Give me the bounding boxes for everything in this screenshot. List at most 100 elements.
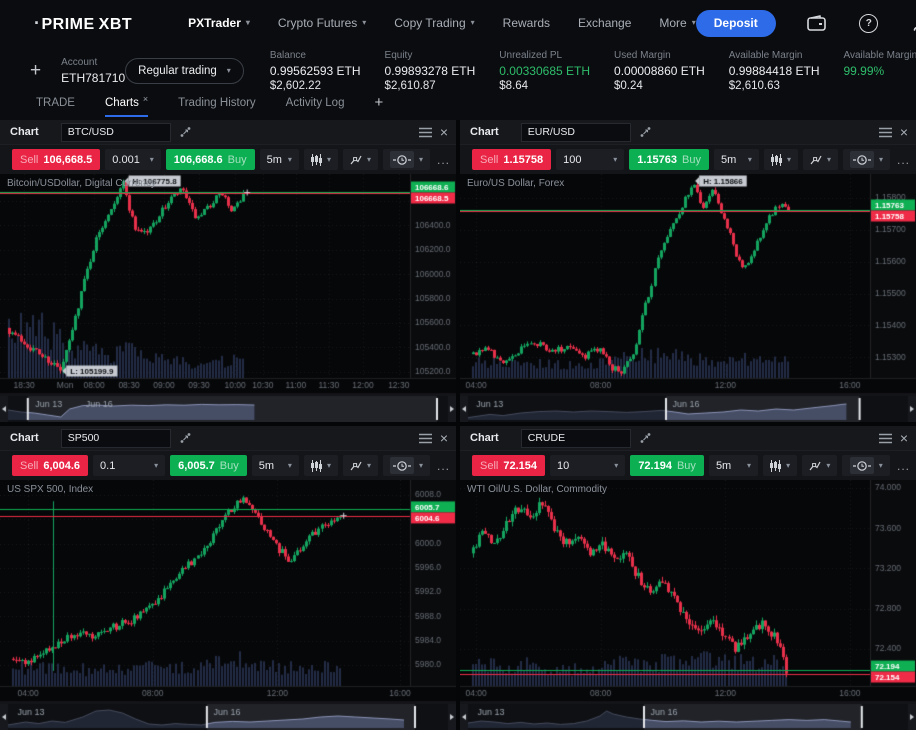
sell-label: Sell (20, 459, 39, 472)
timeframe-select[interactable]: 5m ▾ (259, 149, 299, 170)
quantity-select[interactable]: 10 ▾ (550, 455, 626, 476)
more-tools-button[interactable]: ... (436, 152, 450, 167)
sell-label: Sell (20, 153, 39, 166)
wallet-icon[interactable] (806, 12, 828, 34)
panel-menu-icon[interactable] (418, 433, 432, 444)
add-account-button[interactable]: + (24, 59, 47, 83)
timezone-select[interactable]: ▾ (842, 455, 890, 476)
compare-symbol-icon[interactable] (639, 432, 652, 444)
profile-icon[interactable] (910, 12, 916, 34)
panel-close-icon[interactable]: × (899, 124, 908, 140)
sell-button[interactable]: Sell 1.15758 (472, 149, 552, 170)
price-chart-canvas-btcusd[interactable] (0, 174, 456, 422)
price-chart-canvas-sp500[interactable] (0, 480, 456, 730)
chart-type-select[interactable]: ▾ (763, 149, 798, 170)
panel-toolbar: Sell 72.154 10 ▾ 72.194 Buy 5m ▾ ▾ ▾ ▾ ... (460, 451, 916, 480)
more-tools-button[interactable]: ... (897, 458, 911, 473)
price-chart-canvas-crude[interactable] (460, 480, 916, 730)
buy-button[interactable]: 6,005.7 Buy (170, 455, 247, 476)
add-tab-button[interactable]: + (374, 94, 384, 111)
chart-type-select[interactable]: ▾ (303, 455, 338, 476)
metric-equity: Equity 0.99893278 ETH $2,610.87 (385, 50, 476, 92)
chart-type-select[interactable]: ▾ (762, 455, 798, 476)
compare-symbol-icon[interactable] (639, 126, 652, 138)
metric-label: Used Margin (614, 49, 671, 61)
nav-more[interactable]: More ▾ (659, 16, 695, 30)
nav-pxtrader[interactable]: PXTrader ▾ (188, 16, 250, 30)
price-chart-canvas-eurusd[interactable] (460, 174, 916, 422)
timezone-select[interactable]: ▾ (382, 149, 430, 170)
panel-title: Chart (10, 126, 39, 138)
tab-activity-log[interactable]: Activity Log (285, 97, 345, 109)
quantity-value: 0.1 (100, 459, 116, 472)
panel-menu-icon[interactable] (878, 127, 892, 138)
metric-available-margin-pct: Available Margin, % 99.99% (843, 50, 916, 92)
sell-price: 1.15758 (503, 153, 544, 166)
symbol-input[interactable] (60, 122, 171, 142)
tab-charts[interactable]: Charts × (104, 94, 149, 117)
quantity-select[interactable]: 100 ▾ (556, 149, 625, 170)
tab-trade[interactable]: TRADE (36, 97, 75, 109)
panel-close-icon[interactable]: × (439, 430, 448, 446)
panel-header: Chart × (460, 426, 916, 451)
buy-button[interactable]: 1.15763 Buy (629, 149, 709, 170)
buy-button[interactable]: 106,668.6 Buy (165, 149, 255, 170)
panel-menu-icon[interactable] (878, 433, 892, 444)
tab-trading-history[interactable]: Trading History (178, 97, 256, 109)
deposit-button[interactable]: Deposit (695, 9, 776, 37)
compare-symbol-icon[interactable] (179, 126, 192, 138)
metric-sub: $2,602.22 (269, 79, 321, 92)
indicators-select[interactable]: ▾ (802, 455, 838, 476)
indicator-icon (810, 155, 822, 164)
panel-close-icon[interactable]: × (899, 430, 908, 446)
topbar-right: Deposit ? (695, 9, 916, 37)
close-tab-icon[interactable]: × (142, 94, 149, 104)
quantity-select[interactable]: 0.1 ▾ (93, 455, 166, 476)
nav-copy-trading[interactable]: Copy Trading ▾ (394, 16, 474, 30)
panel-close-icon[interactable]: × (439, 124, 448, 140)
buy-price: 6,005.7 (178, 459, 215, 472)
timeframe-select[interactable]: 5m ▾ (714, 149, 759, 170)
indicators-select[interactable]: ▾ (342, 149, 378, 170)
indicators-select[interactable]: ▾ (802, 149, 838, 170)
account-info[interactable]: Account ETH781710 (61, 57, 125, 85)
sell-button[interactable]: Sell 72.154 (472, 455, 545, 476)
chevron-down-icon: ▾ (287, 154, 292, 164)
nav-exchange[interactable]: Exchange (578, 16, 631, 30)
symbol-input[interactable] (60, 428, 171, 448)
symbol-input[interactable] (520, 428, 631, 448)
main-nav: PXTrader ▾ Crypto Futures ▾ Copy Trading ▾ … (188, 16, 696, 30)
timezone-select[interactable]: ▾ (842, 149, 890, 170)
nav-rewards[interactable]: Rewards (503, 16, 550, 30)
chart-panel-sp500: Chart × Sell 6,004.6 0.1 ▾ 6,005.7 Buy 5m ▾ … (0, 426, 456, 730)
trading-mode-select[interactable]: Regular trading ▾ (125, 57, 244, 84)
timeframe-select[interactable]: 5m ▾ (708, 455, 758, 476)
more-tools-button[interactable]: ... (896, 152, 910, 167)
chart-type-select[interactable]: ▾ (303, 149, 338, 170)
chevron-down-icon: ▾ (245, 18, 250, 27)
timezone-select[interactable]: ▾ (382, 455, 430, 476)
help-icon[interactable]: ? (858, 12, 880, 34)
sell-label: Sell (480, 153, 499, 166)
quantity-value: 10 (557, 459, 570, 472)
more-tools-button[interactable]: ... (436, 458, 450, 473)
indicator-icon (809, 461, 821, 470)
chevron-down-icon: ▾ (470, 18, 475, 27)
primexbt-logo[interactable]: · PRIME XBT (34, 13, 132, 34)
symbol-input[interactable] (520, 122, 631, 142)
buy-button[interactable]: 72.194 Buy (630, 455, 704, 476)
quantity-select[interactable]: 0.001 ▾ (105, 149, 161, 170)
sell-button[interactable]: Sell 106,668.5 (12, 149, 101, 170)
buy-label: Buy (219, 459, 239, 472)
indicators-select[interactable]: ▾ (342, 455, 378, 476)
candlestick-icon (310, 153, 322, 166)
compare-symbol-icon[interactable] (179, 432, 192, 444)
chevron-down-icon: ▾ (287, 460, 292, 470)
quantity-value: 100 (563, 153, 582, 166)
sell-button[interactable]: Sell 6,004.6 (12, 455, 89, 476)
timeframe-select[interactable]: 5m ▾ (251, 455, 299, 476)
panel-menu-icon[interactable] (418, 127, 432, 138)
candlestick-icon (310, 459, 322, 472)
trading-mode-value: Regular trading (138, 64, 217, 77)
nav-crypto-futures[interactable]: Crypto Futures ▾ (278, 16, 366, 30)
